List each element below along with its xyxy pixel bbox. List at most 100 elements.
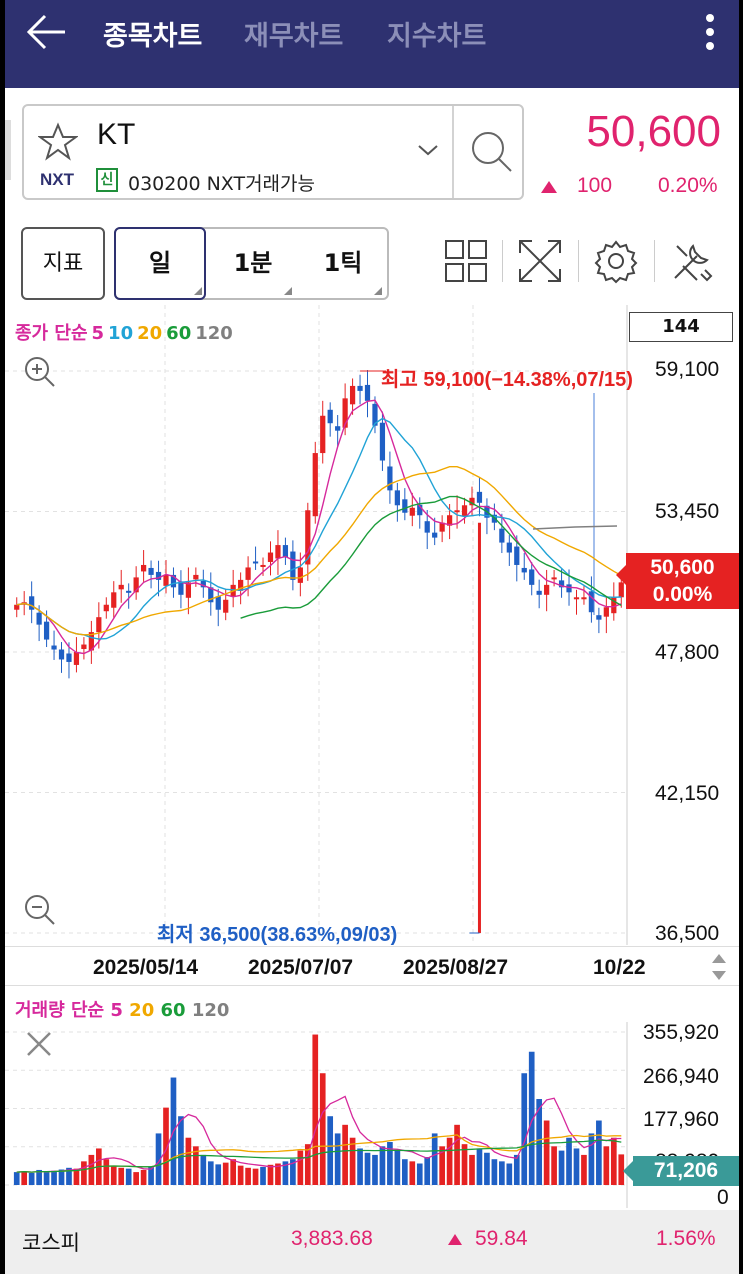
volume-bar	[290, 1159, 296, 1185]
volume-bar	[387, 1142, 393, 1185]
candle-body	[312, 453, 318, 517]
volume-bar	[81, 1161, 87, 1185]
candle-body	[148, 567, 154, 575]
volume-ma-5	[16, 1095, 622, 1173]
volume-bar	[312, 1034, 319, 1185]
search-icon[interactable]	[468, 128, 516, 176]
volume-bar	[409, 1161, 416, 1185]
side-handle[interactable]	[5, 120, 11, 180]
volume-bar	[536, 1099, 543, 1185]
high-annotation: 최고 59,100(−14.38%,07/15)	[381, 369, 633, 391]
price-chart[interactable]	[5, 305, 739, 945]
ma-line-120	[532, 525, 618, 530]
y-axis-label: 59,100	[655, 358, 720, 381]
candle-body	[409, 507, 415, 516]
volume-y-label: 266,940	[643, 1065, 719, 1088]
volume-bar	[357, 1148, 363, 1185]
candle-body	[357, 385, 363, 391]
volume-bar	[237, 1165, 244, 1185]
ma-line-10	[16, 417, 622, 640]
volume-bar	[618, 1154, 625, 1185]
back-arrow-icon[interactable]	[25, 10, 69, 54]
candle-count-box[interactable]: 144	[629, 312, 733, 342]
tab-stock-chart[interactable]: 종목차트	[103, 21, 203, 52]
candle-body	[506, 542, 512, 553]
candle-body	[14, 604, 20, 610]
volume-bar	[372, 1154, 378, 1185]
candle-body	[103, 604, 109, 612]
tools-icon[interactable]	[667, 236, 717, 286]
period-1min[interactable]: 1분	[233, 249, 273, 277]
legend-item: 5	[91, 323, 105, 344]
volume-bar	[603, 1146, 610, 1185]
candle-body	[88, 632, 94, 651]
volume-legend: 거래량 단순 5 20 60 120	[15, 996, 229, 1022]
candle-body	[454, 510, 460, 513]
volume-bar	[349, 1137, 356, 1185]
volume-bar	[558, 1150, 565, 1185]
volume-chart[interactable]	[5, 1022, 739, 1208]
volume-bar	[193, 1146, 199, 1185]
y-axis-label: 47,800	[655, 641, 720, 664]
close-icon[interactable]	[23, 1028, 55, 1060]
candle-body	[439, 522, 445, 532]
settings-icon[interactable]	[591, 236, 641, 286]
volume-bar	[133, 1172, 139, 1185]
index-bar[interactable]: 코스피 3,883.68 59.84 1.56%	[5, 1210, 739, 1274]
legend-item: 20	[129, 1000, 155, 1021]
current-price: 50,600	[586, 107, 721, 156]
zoom-in-icon[interactable]	[23, 355, 57, 389]
volume-bar	[148, 1166, 154, 1185]
candle-body	[260, 564, 266, 567]
candle-body	[402, 499, 408, 513]
volume-bar	[88, 1154, 95, 1185]
candle-body	[252, 561, 259, 564]
candle-body	[596, 615, 602, 620]
candle-body	[111, 592, 117, 608]
period-1tick[interactable]: 1틱	[323, 249, 363, 277]
credit-badge: 신	[96, 168, 118, 192]
candle-body	[461, 505, 468, 517]
star-icon[interactable]	[38, 122, 78, 162]
candle-body	[163, 574, 169, 586]
candle-body	[81, 644, 87, 650]
candle-body	[364, 384, 371, 401]
candle-body	[193, 574, 199, 580]
expand-icon[interactable]	[515, 236, 565, 286]
candle-body	[223, 599, 229, 613]
candle-body	[238, 579, 244, 591]
volume-bar	[581, 1154, 587, 1185]
volume-bar	[215, 1164, 222, 1185]
candle-body	[320, 415, 326, 454]
tab-financial-chart[interactable]: 재무차트	[244, 21, 344, 52]
candle-body	[379, 422, 386, 461]
volume-bar	[506, 1163, 513, 1185]
volume-bar	[566, 1137, 572, 1185]
volume-y-label: 0	[717, 1186, 729, 1209]
candle-body	[603, 607, 609, 617]
indicator-button[interactable]: 지표	[21, 227, 105, 300]
zoom-out-icon[interactable]	[23, 893, 57, 927]
more-vertical-icon[interactable]	[705, 10, 715, 54]
volume-bar	[110, 1165, 117, 1185]
volume-ma-60	[16, 1139, 622, 1173]
candle-body	[335, 426, 341, 431]
grid-icon[interactable]	[441, 236, 491, 286]
volume-bar	[513, 1154, 520, 1185]
tab-index-chart[interactable]: 지수차트	[387, 21, 487, 52]
chevron-down-icon[interactable]	[416, 142, 440, 158]
stock-selector[interactable]: KT NXT 신 030200 NXT거래가능	[22, 104, 524, 200]
candle-body	[573, 597, 580, 600]
x-axis-label: 2025/05/14	[93, 956, 199, 979]
resize-handle-icon[interactable]	[709, 952, 729, 982]
candle-body	[581, 597, 587, 600]
volume-bar	[118, 1167, 125, 1185]
volume-bar	[200, 1154, 207, 1185]
period-daily[interactable]: 일	[114, 227, 206, 300]
legend-item: 종가 단순	[15, 323, 88, 344]
volume-bar	[446, 1137, 453, 1185]
volume-tag-notch	[623, 1161, 633, 1181]
volume-bar	[282, 1161, 289, 1185]
candle-body	[372, 403, 378, 426]
candle-body	[432, 532, 438, 538]
